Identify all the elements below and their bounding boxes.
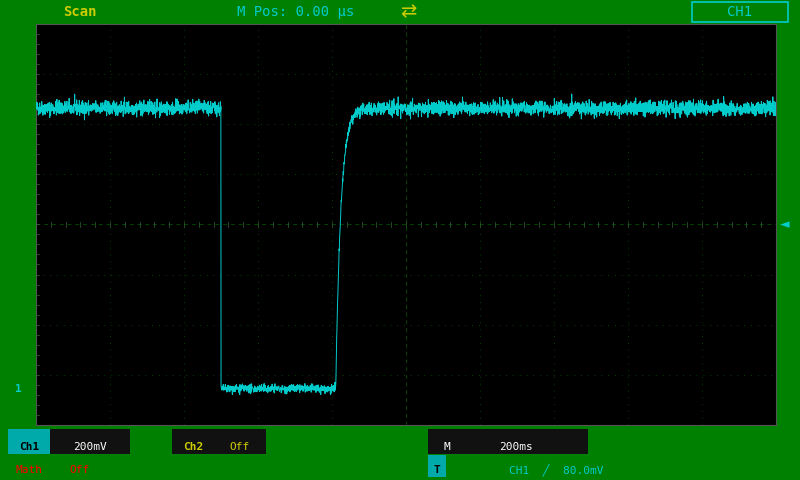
Text: ⇄: ⇄	[400, 2, 416, 22]
FancyBboxPatch shape	[172, 429, 214, 454]
Text: M Pos: 0.00 µs: M Pos: 0.00 µs	[238, 5, 354, 19]
Text: T: T	[434, 465, 440, 475]
Text: Off: Off	[230, 442, 250, 452]
Text: ◄: ◄	[780, 218, 790, 231]
FancyBboxPatch shape	[8, 429, 50, 454]
Text: Scan: Scan	[63, 5, 97, 19]
FancyBboxPatch shape	[428, 455, 446, 477]
Text: 1: 1	[15, 384, 22, 394]
Text: Math: Math	[15, 465, 42, 475]
Text: M: M	[443, 442, 450, 452]
Text: Ch2: Ch2	[182, 442, 203, 452]
FancyBboxPatch shape	[50, 429, 130, 454]
FancyBboxPatch shape	[214, 429, 266, 454]
Text: 200mV: 200mV	[74, 442, 107, 452]
Text: 200ms: 200ms	[499, 442, 533, 452]
Text: CH1  ╱  80.0mV: CH1 ╱ 80.0mV	[509, 464, 603, 477]
Text: Off: Off	[70, 465, 90, 475]
Text: CH1: CH1	[727, 5, 753, 19]
FancyBboxPatch shape	[428, 429, 588, 454]
Text: Ch1: Ch1	[18, 442, 39, 452]
